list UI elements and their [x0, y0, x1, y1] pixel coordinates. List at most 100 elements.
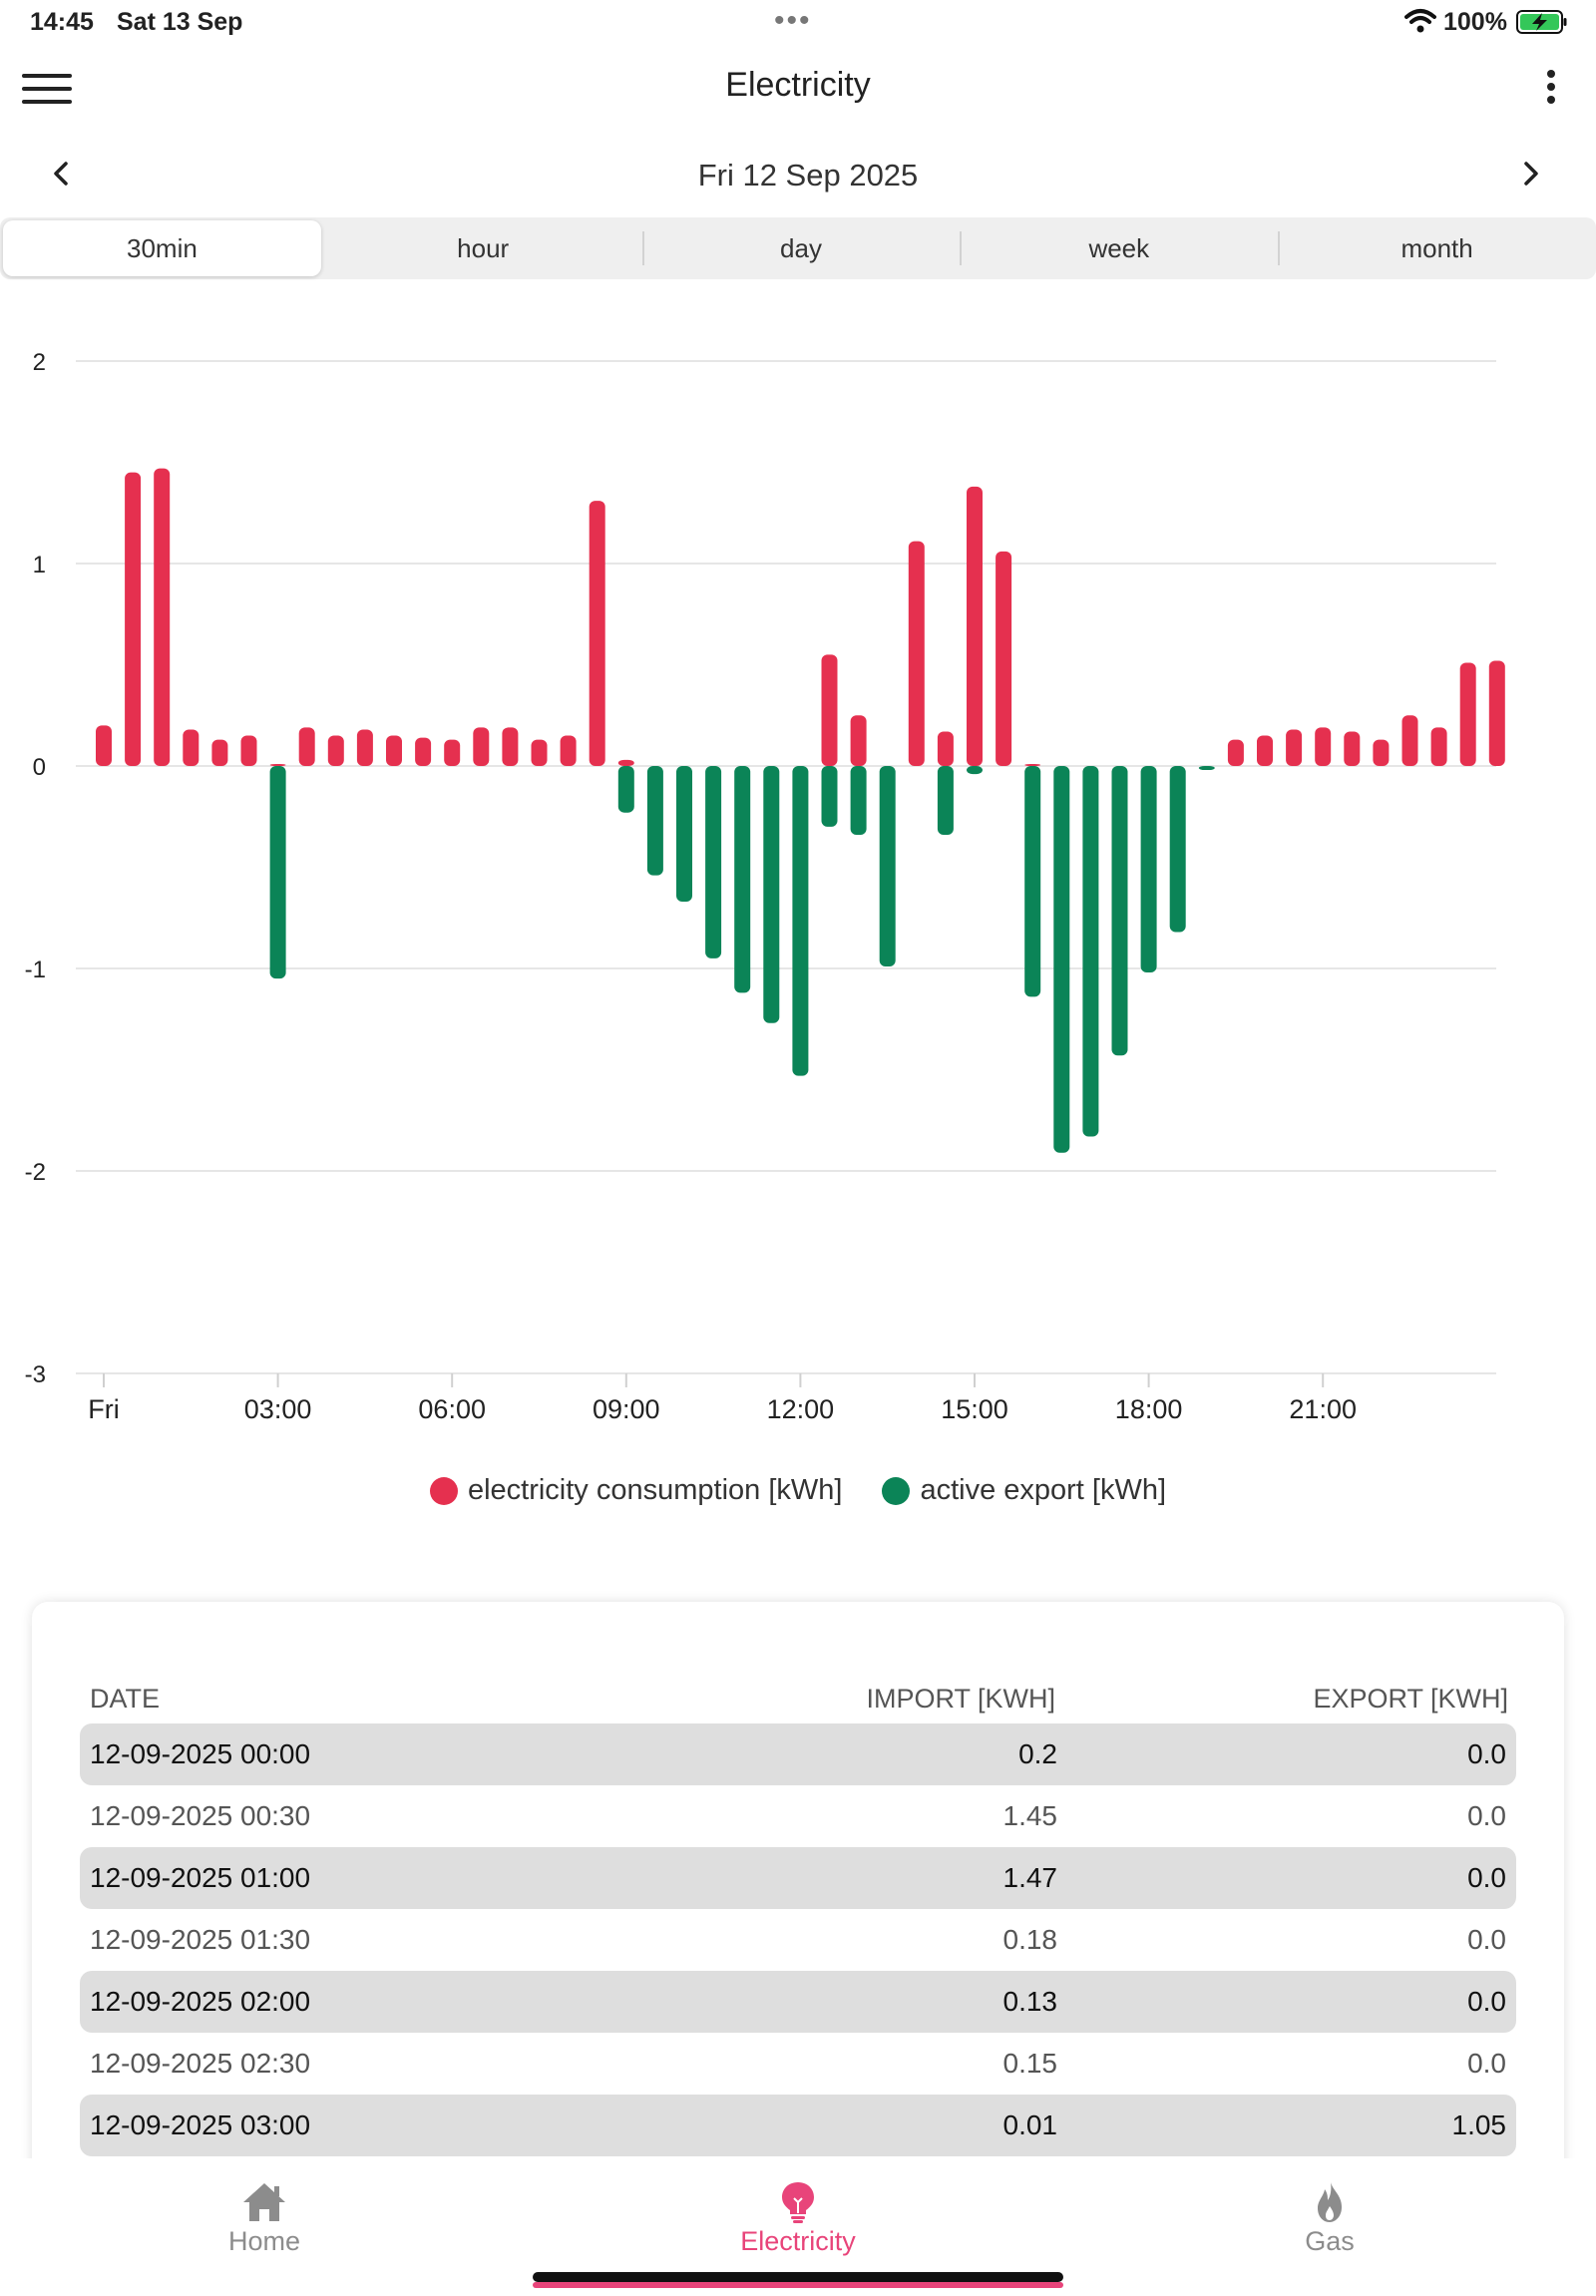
nav-home[interactable]: Home: [165, 2180, 364, 2257]
tab-hour[interactable]: hour: [457, 233, 510, 263]
export-bar: [821, 766, 838, 827]
legend-label-export: active export [kWh]: [920, 1474, 1167, 1506]
row-export: 0.0: [1467, 2048, 1506, 2079]
more-vertical-icon[interactable]: [1531, 66, 1571, 114]
battery-charging-icon: [1516, 10, 1567, 34]
status-date: Sat 13 Sep: [117, 8, 243, 36]
export-bar: [1082, 766, 1099, 1137]
flame-icon: [1318, 2182, 1342, 2222]
home-indicator[interactable]: [533, 2272, 1063, 2282]
row-export: 0.0: [1467, 1738, 1506, 1769]
lightbulb-icon: [782, 2182, 814, 2223]
multitasking-dots-icon[interactable]: •••: [774, 4, 812, 37]
y-tick-label: -3: [25, 1361, 46, 1388]
export-bar: [269, 766, 286, 979]
consumption-bar: [125, 472, 142, 766]
row-import: 1.47: [1002, 1862, 1058, 1893]
x-tick-label: 18:00: [1115, 1394, 1183, 1424]
export-bar: [705, 766, 722, 958]
consumption-bar: [211, 739, 228, 766]
row-export: 0.0: [1467, 1862, 1506, 1893]
status-time: 14:45: [30, 8, 94, 36]
chevron-left-icon[interactable]: [44, 154, 80, 193]
x-tick-label: 03:00: [244, 1394, 312, 1424]
consumption-bar: [908, 541, 925, 766]
nav-home-label: Home: [227, 2226, 301, 2256]
legend-item-export[interactable]: active export [kWh]: [882, 1474, 1166, 1507]
nav-electricity-label: Electricity: [740, 2226, 856, 2256]
x-axis-ticks: Fri 03:00 06:00 09:00 12:00 15:00 18:00 21:00: [88, 1373, 1357, 1424]
consumption-bar: [183, 729, 200, 766]
wifi-icon: [1404, 9, 1436, 33]
consumption-bar: [96, 725, 112, 766]
row-date: 12-09-2025 03:00: [90, 2109, 311, 2140]
battery-percentage: 100%: [1443, 8, 1507, 36]
nav-gas[interactable]: Gas: [1230, 2180, 1429, 2257]
x-tick-label: 12:00: [767, 1394, 835, 1424]
export-bar: [850, 766, 867, 836]
y-tick-label: 1: [33, 552, 46, 578]
consumption-bar: [1315, 727, 1332, 766]
consumption-bar: [1430, 727, 1447, 766]
home-icon: [243, 2183, 285, 2221]
consumption-bar: [1024, 763, 1041, 766]
column-header-date: DATE: [90, 1684, 161, 1714]
x-tick-label: Fri: [88, 1394, 119, 1424]
consumption-bar: [821, 654, 838, 766]
chart-legend: electricity consumption [kWh] active exp…: [0, 1474, 1596, 1507]
table-row: 12-09-2025 02:00 0.13 0.0: [80, 1971, 1516, 2033]
export-bar: [792, 766, 809, 1076]
export-bar: [879, 766, 896, 966]
period-segmented-control: 30min hour day week month: [0, 217, 1596, 279]
export-bar: [617, 766, 634, 813]
row-date: 12-09-2025 02:30: [90, 2048, 311, 2079]
consumption-bar: [1401, 715, 1418, 766]
row-export: 1.05: [1451, 2109, 1507, 2140]
row-date: 12-09-2025 02:00: [90, 1986, 311, 2017]
chart-bars: [96, 468, 1505, 1153]
consumption-bar: [444, 739, 461, 766]
row-import: 0.01: [1002, 2109, 1058, 2140]
y-tick-label: 2: [33, 349, 46, 376]
consumption-bar: [473, 727, 490, 766]
consumption-bar: [617, 759, 634, 766]
consumption-bar: [269, 763, 286, 766]
consumption-bar: [589, 501, 605, 766]
consumption-bar: [1373, 739, 1390, 766]
consumption-bar: [356, 729, 373, 766]
nav-electricity[interactable]: Electricity: [698, 2180, 898, 2257]
consumption-bar: [850, 715, 867, 766]
export-bar: [1111, 766, 1128, 1056]
row-import: 0.13: [1002, 1986, 1058, 2017]
tab-day[interactable]: day: [641, 217, 961, 279]
tab-month[interactable]: month: [1278, 217, 1596, 279]
export-bar: [1024, 766, 1041, 997]
consumption-bar: [298, 727, 315, 766]
y-axis-ticks: 2 1 0 -1 -2 -3: [25, 349, 46, 1388]
page-title: Electricity: [725, 66, 871, 104]
nav-gas-label: Gas: [1305, 2226, 1355, 2256]
tab-week[interactable]: week: [960, 217, 1278, 279]
row-date: 12-09-2025 00:30: [90, 1800, 311, 1831]
readings-table-card: DATE IMPORT [KWH] EXPORT [KWH] 12-09-202…: [32, 1602, 1564, 2220]
table-header: DATE IMPORT [KWH] EXPORT [KWH]: [90, 1684, 1508, 1723]
table-row: 12-09-2025 00:00 0.2 0.0: [80, 1723, 1516, 1785]
row-export: 0.0: [1467, 1924, 1506, 1955]
export-bar: [1198, 766, 1215, 771]
export-bar: [763, 766, 780, 1023]
consumption-bar: [1459, 662, 1476, 766]
chevron-right-icon[interactable]: [1512, 154, 1548, 193]
row-import: 0.2: [1018, 1738, 1057, 1769]
y-tick-label: 0: [33, 754, 46, 781]
consumption-bar: [386, 735, 402, 766]
x-tick-label: 06:00: [418, 1394, 486, 1424]
export-bar: [967, 766, 983, 775]
row-date: 12-09-2025 01:00: [90, 1862, 311, 1893]
hamburger-menu-icon[interactable]: [22, 74, 72, 110]
consumption-bar: [560, 735, 577, 766]
export-bar: [1053, 766, 1070, 1153]
legend-item-consumption[interactable]: electricity consumption [kWh]: [429, 1474, 843, 1507]
tab-30min[interactable]: 30min: [3, 220, 321, 276]
legend-label-consumption: electricity consumption [kWh]: [467, 1474, 843, 1506]
consumption-bar: [240, 735, 257, 766]
